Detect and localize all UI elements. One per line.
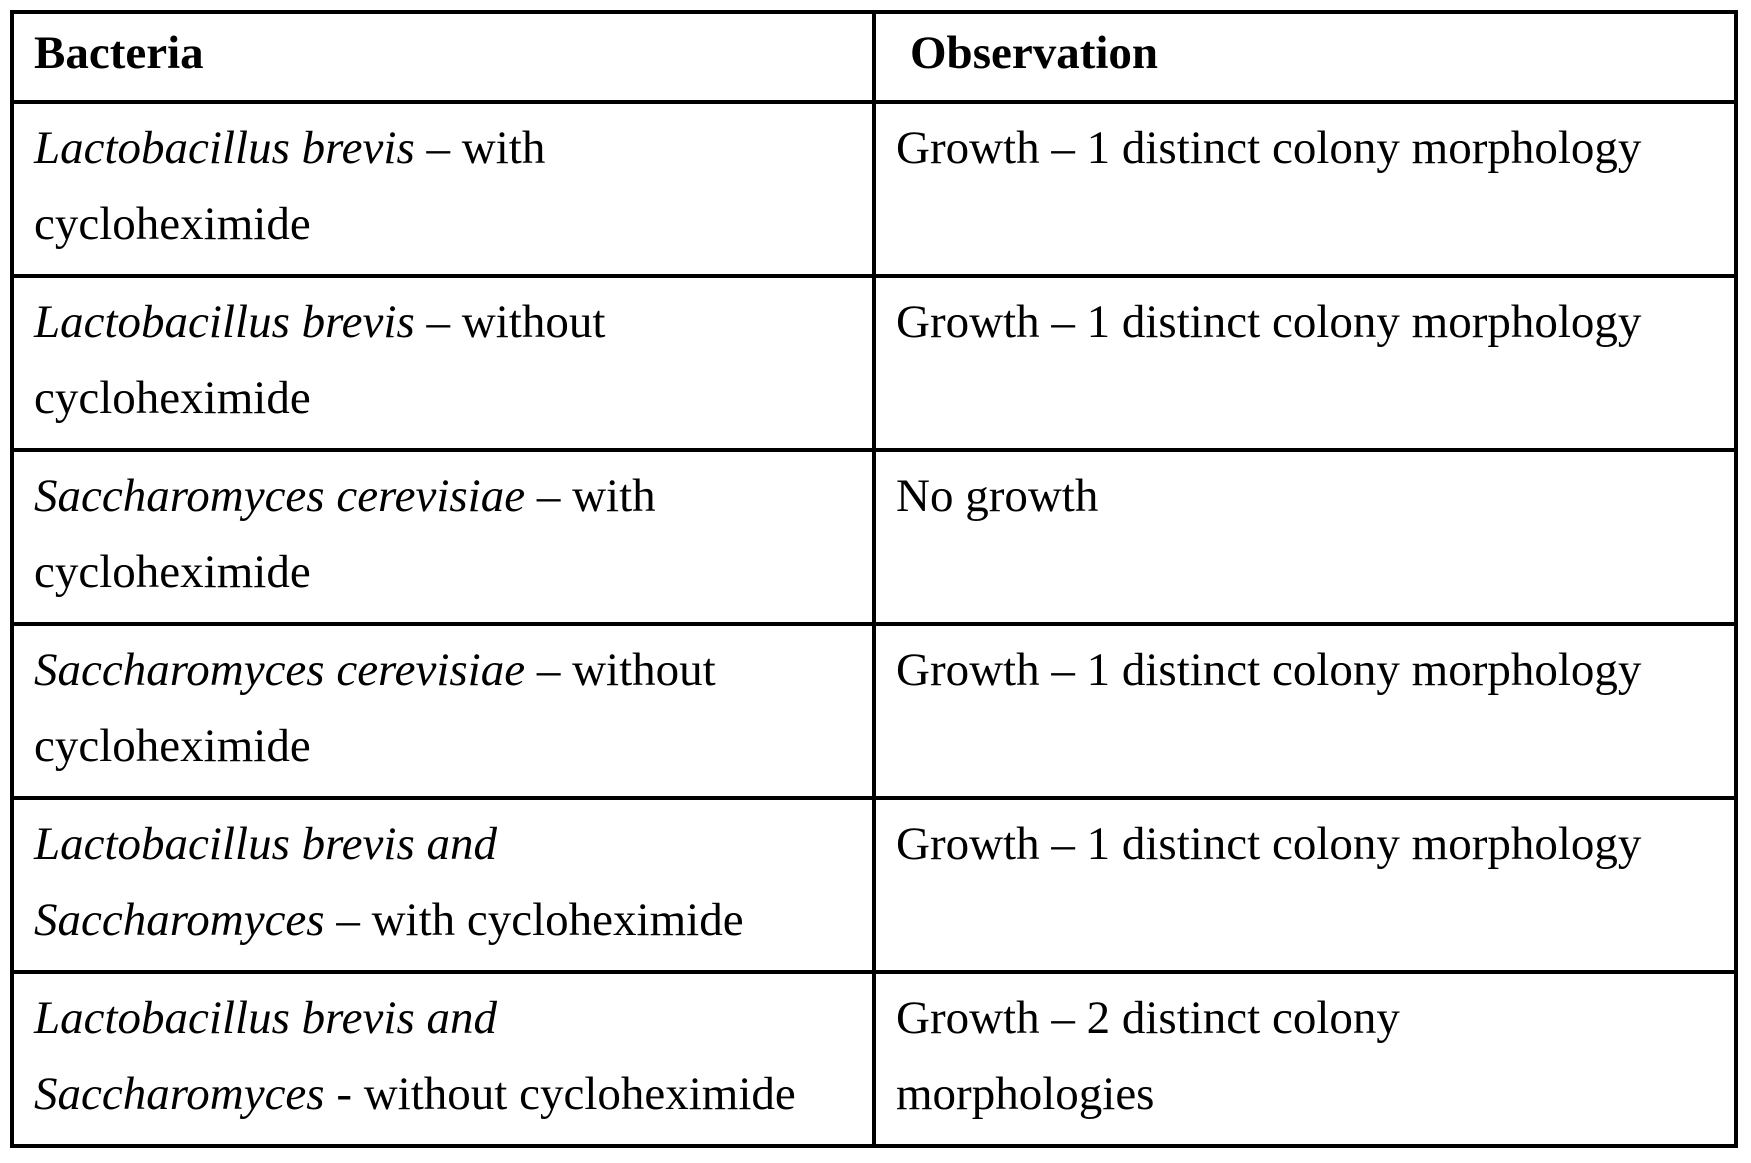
bacteria-observation-table: Bacteria Observation Lactobacillus brevi… — [10, 10, 1738, 1148]
observation-cell: Growth – 1 distinct colony morphology — [872, 100, 1738, 278]
text-line: Lactobacillus brevis and — [34, 806, 856, 882]
bacteria-cell: Saccharomyces cerevisiae – without cycloh… — [10, 622, 876, 800]
bacteria-cell: Lactobacillus brevis and Saccharomyces – … — [10, 796, 876, 974]
cell-text: Growth – 1 distinct colony morphology — [896, 644, 1642, 696]
cell-text: – with — [525, 470, 656, 522]
bacteria-cell: Lactobacillus brevis – without cyclohexim… — [10, 274, 876, 452]
species-name: Lactobacillus brevis — [34, 122, 415, 174]
species-name: Saccharomyces cerevisiae — [34, 644, 526, 696]
text-line: Lactobacillus brevis and — [34, 980, 856, 1056]
text-line: Saccharomyces – with cycloheximide — [34, 882, 856, 958]
cell-text: cycloheximide — [34, 198, 311, 250]
cell-text: Growth – 1 distinct colony morphology — [896, 818, 1642, 870]
text-line: Lactobacillus brevis – with — [34, 110, 856, 186]
table-row: Lactobacillus brevis – with cycloheximide… — [10, 100, 1738, 278]
observation-cell: Growth – 2 distinct colony morphologies — [872, 970, 1738, 1148]
text-line: cycloheximide — [34, 360, 856, 436]
cell-text: morphologies — [896, 1068, 1155, 1120]
text-line: Saccharomyces - without cycloheximide — [34, 1056, 856, 1132]
table-row: Lactobacillus brevis and Saccharomyces - … — [10, 970, 1738, 1148]
text-line: cycloheximide — [34, 534, 856, 610]
column-header-bacteria: Bacteria — [10, 10, 876, 104]
table-body: Lactobacillus brevis – with cycloheximide… — [10, 100, 1738, 1148]
cell-text: Growth – 1 distinct colony morphology — [896, 122, 1642, 174]
cell-text: – without — [525, 644, 716, 696]
table-header: Bacteria Observation — [10, 10, 1738, 104]
cell-text: cycloheximide — [34, 546, 311, 598]
text-line: morphologies — [896, 1056, 1718, 1132]
species-name: Saccharomyces — [34, 1068, 325, 1120]
text-line: Growth – 1 distinct colony morphology — [896, 806, 1718, 882]
text-line: Growth – 1 distinct colony morphology — [896, 284, 1718, 360]
text-line: cycloheximide — [34, 708, 856, 784]
species-name: Lactobacillus brevis and — [34, 992, 498, 1044]
table-row: Saccharomyces cerevisiae – without cycloh… — [10, 622, 1738, 800]
text-line: Saccharomyces cerevisiae – without — [34, 632, 856, 708]
table-row: Lactobacillus brevis – without cyclohexim… — [10, 274, 1738, 452]
table-row: Saccharomyces cerevisiae – with cyclohexi… — [10, 448, 1738, 626]
text-line: Growth – 1 distinct colony morphology — [896, 110, 1718, 186]
cell-text: Growth – 1 distinct colony morphology — [896, 296, 1642, 348]
observation-cell: Growth – 1 distinct colony morphology — [872, 622, 1738, 800]
bacteria-cell: Lactobacillus brevis and Saccharomyces - … — [10, 970, 876, 1148]
cell-text: – without — [414, 296, 606, 348]
cell-text: No growth — [896, 470, 1099, 522]
text-line: No growth — [896, 458, 1718, 534]
bacteria-cell: Lactobacillus brevis – with cycloheximide — [10, 100, 876, 278]
observation-cell: No growth — [872, 448, 1738, 626]
species-name: Saccharomyces cerevisiae — [34, 470, 526, 522]
species-name: Lactobacillus brevis and — [34, 818, 498, 870]
cell-text: – with cycloheximide — [324, 894, 744, 946]
observation-cell: Growth – 1 distinct colony morphology — [872, 274, 1738, 452]
cell-text: cycloheximide — [34, 372, 311, 424]
text-line: Growth – 2 distinct colony — [896, 980, 1718, 1056]
species-name: Lactobacillus brevis — [34, 296, 415, 348]
cell-text: Growth – 2 distinct colony — [896, 992, 1400, 1044]
header-row: Bacteria Observation — [10, 10, 1738, 104]
text-line: Growth – 1 distinct colony morphology — [896, 632, 1718, 708]
text-line: Lactobacillus brevis – without — [34, 284, 856, 360]
text-line: Saccharomyces cerevisiae – with — [34, 458, 856, 534]
observation-cell: Growth – 1 distinct colony morphology — [872, 796, 1738, 974]
cell-text: – with — [414, 122, 546, 174]
column-header-observation: Observation — [872, 10, 1738, 104]
cell-text: cycloheximide — [34, 720, 311, 772]
bacteria-cell: Saccharomyces cerevisiae – with cyclohexi… — [10, 448, 876, 626]
text-line: cycloheximide — [34, 186, 856, 262]
species-name: Saccharomyces — [34, 894, 325, 946]
table-row: Lactobacillus brevis and Saccharomyces – … — [10, 796, 1738, 974]
cell-text: - without cycloheximide — [324, 1068, 796, 1120]
